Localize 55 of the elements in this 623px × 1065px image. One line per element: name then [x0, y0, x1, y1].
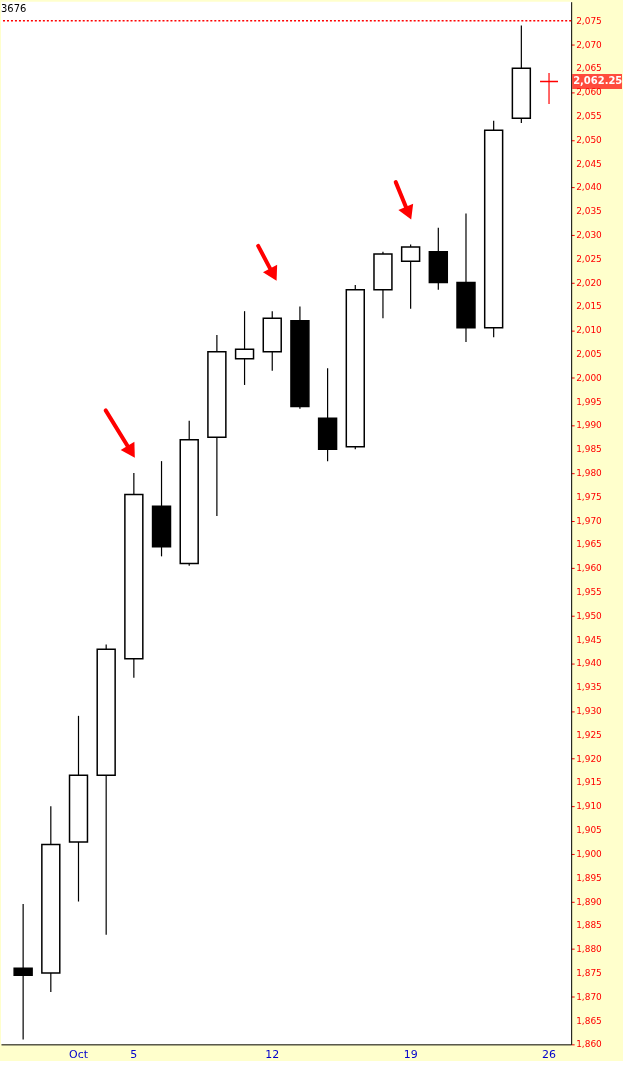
y-tick-label: 1,915 [576, 777, 602, 788]
y-tick-label: 1,935 [576, 682, 602, 693]
y-tick-label: 2,005 [576, 349, 602, 359]
y-tick-label: 1,925 [576, 729, 602, 740]
y-tick-label: 1,880 [576, 944, 603, 955]
y-tick-label: 1,975 [576, 491, 602, 502]
y-tick-label: 2,020 [576, 277, 603, 288]
y-tick-label: 1,980 [576, 468, 603, 479]
y-tick-label: 1,965 [576, 539, 602, 550]
y-tick-label: 2,040 [576, 182, 603, 193]
y-tick-label: 2,070 [576, 39, 603, 50]
y-tick-label: 1,985 [576, 444, 602, 455]
annotation: 3676 [1, 2, 27, 14]
y-tick-label: 1,960 [576, 563, 603, 574]
y-tick-label: 1,895 [576, 872, 602, 883]
y-tick-label: 2,010 [576, 325, 603, 336]
y-tick-label: 2,075 [576, 15, 602, 26]
y-tick-label: 1,865 [576, 1015, 602, 1026]
text: 2,062.25 [573, 75, 623, 87]
y-tick-label: 2,045 [576, 158, 602, 169]
y-tick-label: 1,860 [576, 1039, 603, 1050]
y-tick-label: 1,990 [576, 420, 603, 431]
y-tick-label: 1,870 [576, 991, 603, 1002]
y-tick-label: 2,030 [576, 229, 603, 240]
x-tick-label: 12 [265, 1047, 280, 1061]
y-tick-label: 2,035 [576, 206, 602, 217]
y-tick-label: 1,910 [576, 801, 603, 812]
y-tick-label: 1,890 [576, 896, 603, 907]
y-tick-label: 2,000 [576, 372, 603, 383]
candlestick [234, 310, 255, 386]
y-tick-label: 2,055 [576, 110, 602, 121]
y-tick-label: 1,955 [576, 587, 602, 598]
candlestick [13, 903, 33, 1041]
y-tick-label: 1,950 [576, 610, 603, 621]
candlestick [400, 243, 421, 310]
y-tick-label: 2,015 [576, 301, 602, 312]
y-tick-label: 2,065 [576, 63, 602, 74]
y-tick-label: 1,970 [576, 515, 603, 526]
y-tick-label: 1,930 [576, 706, 603, 717]
y-tick-label: 1,940 [576, 658, 603, 669]
y-tick-label: 1,995 [576, 396, 602, 407]
x-tick-label: 19 [403, 1047, 418, 1061]
x-tick-label: 5 [130, 1047, 138, 1061]
candlestick [539, 72, 559, 105]
y-tick-label: 1,875 [576, 967, 602, 978]
y-tick-label: 2,060 [576, 87, 603, 98]
y-tick-label: 2,025 [576, 253, 602, 264]
y-tick-label: 1,900 [576, 848, 603, 859]
y-tick-label: 1,920 [576, 753, 603, 764]
y-tick-label: 2,050 [576, 134, 603, 145]
x-tick-label: 26 [542, 1047, 557, 1061]
y-tick-label: 1,945 [576, 634, 602, 645]
y-tick-label: 1,885 [576, 920, 602, 931]
y-tick-label: 1,905 [576, 825, 602, 836]
x-tick-label: Oct [69, 1047, 89, 1061]
